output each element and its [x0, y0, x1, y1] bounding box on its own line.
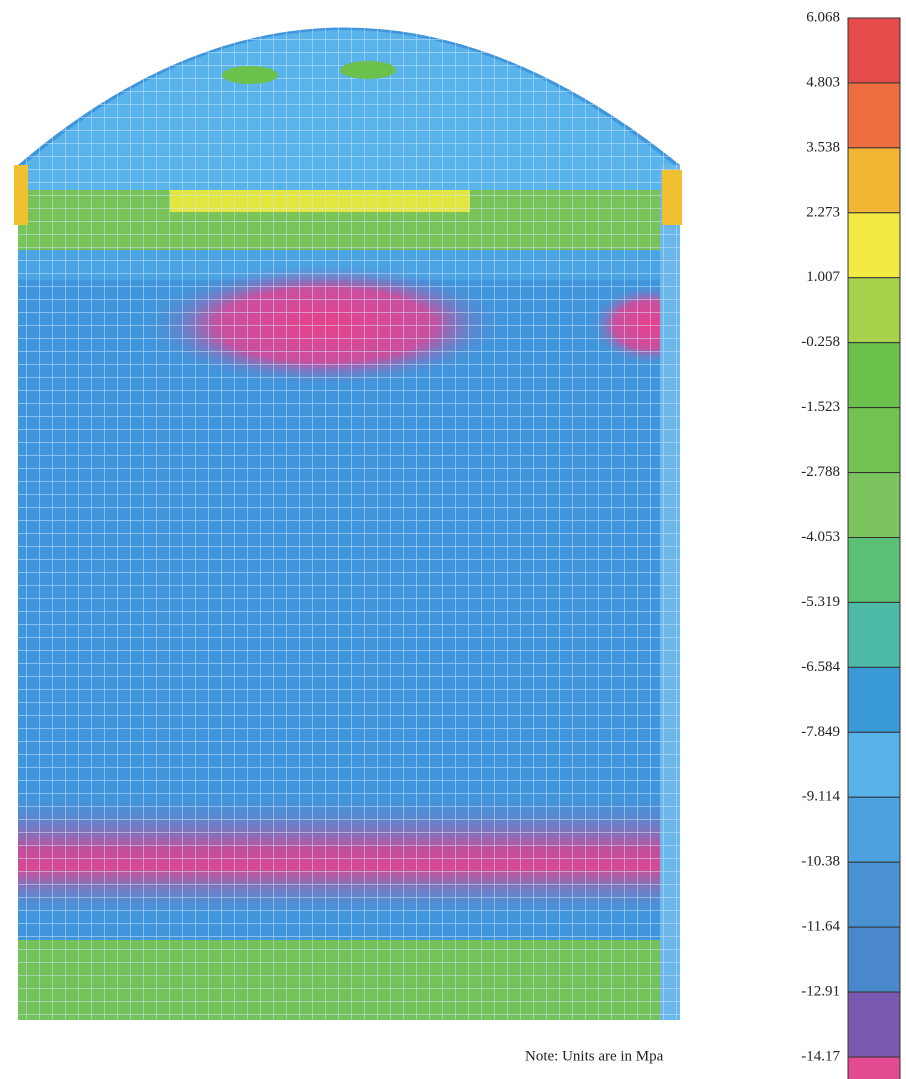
- legend-label: -4.053: [801, 529, 840, 545]
- legend-band: [847, 342, 901, 409]
- legend-band: [847, 537, 901, 603]
- legend-label: 6.068: [806, 9, 840, 25]
- legend-band: [847, 731, 901, 798]
- legend-band: [847, 212, 901, 279]
- legend-band: [847, 601, 901, 668]
- legend-band: [847, 796, 901, 863]
- legend-band: [847, 147, 901, 214]
- legend-band: [847, 472, 901, 538]
- legend-label: 3.538: [806, 139, 840, 155]
- legend-label: 1.007: [806, 269, 840, 285]
- vessel: [18, 27, 680, 1020]
- legend-label: 2.273: [806, 204, 840, 220]
- legend-label: -2.788: [801, 464, 840, 480]
- legend-label: -5.319: [801, 594, 840, 610]
- note: Note: Units are in Mpa: [525, 1048, 664, 1064]
- legend-label: -7.849: [801, 724, 840, 740]
- legend-band: [847, 1056, 901, 1079]
- legend-band: [847, 17, 901, 84]
- legend-label: -14.17: [801, 1048, 840, 1064]
- legend-band: [847, 926, 901, 993]
- legend-band: [847, 666, 901, 733]
- legend-label: 4.803: [806, 74, 840, 90]
- legend-band: [847, 991, 901, 1058]
- color-legend: 6.068 4.803 3.538 2.273 1.007 -0.258 -1.523 -2.…: [801, 9, 901, 1079]
- legend-label: -1.523: [801, 399, 840, 415]
- legend-label: -10.38: [801, 854, 840, 870]
- legend-band: [847, 861, 901, 928]
- legend-label: -0.258: [801, 334, 840, 350]
- legend-band: [847, 82, 901, 149]
- legend-band: [847, 407, 901, 474]
- legend-label: -11.64: [802, 919, 841, 935]
- legend-band: [847, 277, 901, 344]
- legend-label: -12.91: [801, 984, 840, 1000]
- legend-label: -6.584: [801, 659, 840, 675]
- legend-label: -9.114: [802, 789, 841, 805]
